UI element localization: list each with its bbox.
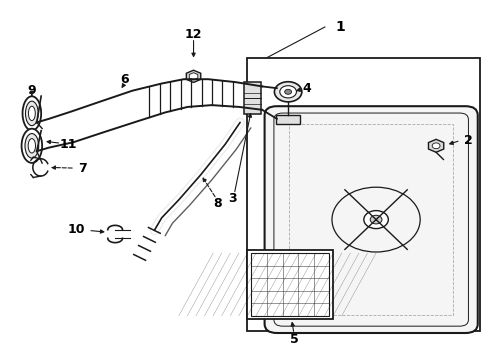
Text: 6: 6 bbox=[121, 73, 129, 86]
FancyBboxPatch shape bbox=[265, 106, 478, 333]
Text: 9: 9 bbox=[27, 84, 36, 96]
Ellipse shape bbox=[23, 96, 41, 130]
Circle shape bbox=[364, 211, 388, 229]
Text: 8: 8 bbox=[214, 197, 222, 210]
Bar bbox=[244, 82, 261, 114]
Bar bbox=[289, 124, 453, 315]
Text: 5: 5 bbox=[290, 333, 298, 346]
Text: 11: 11 bbox=[60, 138, 77, 150]
Text: 10: 10 bbox=[67, 223, 85, 236]
Circle shape bbox=[432, 143, 440, 149]
Circle shape bbox=[370, 215, 382, 224]
Ellipse shape bbox=[28, 139, 36, 153]
Circle shape bbox=[274, 82, 302, 102]
Text: 12: 12 bbox=[185, 28, 202, 41]
Bar bbox=[251, 253, 329, 316]
Text: 1: 1 bbox=[336, 20, 345, 34]
Bar bbox=[247, 58, 480, 331]
Ellipse shape bbox=[28, 106, 35, 121]
Circle shape bbox=[280, 86, 296, 98]
Text: 3: 3 bbox=[228, 192, 237, 204]
Text: 4: 4 bbox=[302, 82, 311, 95]
Ellipse shape bbox=[25, 134, 39, 158]
Circle shape bbox=[285, 89, 292, 94]
Bar bbox=[247, 250, 333, 319]
Ellipse shape bbox=[25, 101, 38, 126]
Text: 7: 7 bbox=[78, 162, 87, 175]
Text: 2: 2 bbox=[464, 134, 472, 147]
Bar bbox=[276, 115, 300, 124]
Ellipse shape bbox=[22, 129, 42, 163]
